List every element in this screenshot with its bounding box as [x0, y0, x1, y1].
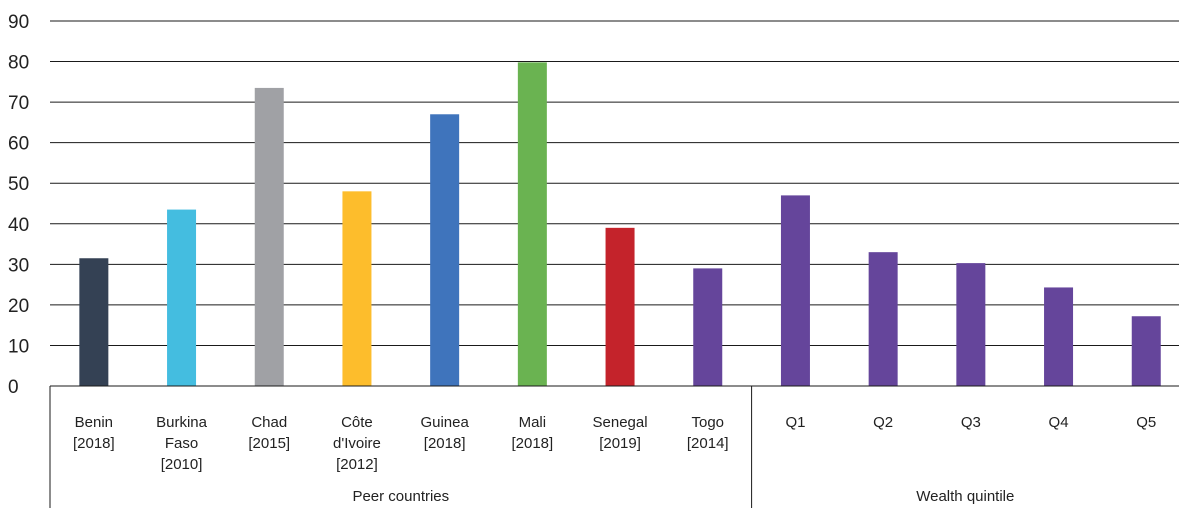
x-tick-label: Q5	[1136, 414, 1156, 431]
x-tick-label: [2014]	[687, 435, 729, 452]
x-tick-label: d'Ivoire	[333, 435, 381, 452]
x-tick-label: [2019]	[599, 435, 641, 452]
x-tick-label: [2012]	[336, 456, 378, 473]
x-tick-label: Q1	[785, 414, 805, 431]
x-tick-label: Q4	[1049, 414, 1069, 431]
x-tick-label: [2018]	[73, 435, 115, 452]
group-labels: Peer countries Wealth quintile	[352, 488, 1014, 505]
bar	[693, 268, 723, 386]
x-tick-label: Q2	[873, 414, 893, 431]
bar	[342, 191, 372, 386]
x-tick-label: [2018]	[511, 435, 553, 452]
bar	[254, 87, 284, 387]
y-tick-label: 30	[8, 255, 29, 276]
x-tick-label: Guinea	[420, 414, 469, 431]
category-axis	[49, 385, 1179, 508]
x-tick-label: Togo	[691, 414, 724, 431]
bar	[79, 258, 109, 386]
y-axis-ticks: 0 10 20 30 40 50 60 70 80 90	[8, 12, 29, 398]
x-axis-ticks: Benin [2018] Burkina Faso [2010] Chad [2015] Cô…	[73, 414, 1156, 473]
bar	[1131, 316, 1161, 386]
y-tick-label: 90	[8, 12, 29, 33]
y-tick-label: 20	[8, 296, 29, 317]
x-tick-label: Chad	[251, 414, 287, 431]
bar	[517, 62, 547, 386]
bar	[868, 252, 898, 386]
bar	[956, 263, 986, 386]
y-tick-label: 10	[8, 336, 29, 357]
bar	[780, 195, 810, 386]
y-tick-label: 60	[8, 134, 29, 155]
x-tick-label: Q3	[961, 414, 981, 431]
y-tick-label: 70	[8, 93, 29, 114]
x-tick-label: [2015]	[248, 435, 290, 452]
x-tick-label: [2010]	[161, 456, 203, 473]
x-tick-label: Mali	[519, 414, 547, 431]
bar	[430, 114, 460, 387]
x-tick-label: Côte	[341, 414, 373, 431]
bars	[79, 62, 1161, 387]
bar	[167, 209, 197, 386]
x-tick-label: Senegal	[593, 414, 648, 431]
bar	[605, 227, 635, 386]
x-tick-label: Faso	[165, 435, 198, 452]
x-tick-label: Benin	[75, 414, 113, 431]
y-tick-label: 80	[8, 53, 29, 74]
y-tick-label: 40	[8, 215, 29, 236]
y-tick-label: 0	[8, 377, 19, 398]
group-label: Wealth quintile	[916, 488, 1014, 505]
x-tick-label: Burkina	[156, 414, 208, 431]
bar	[1044, 287, 1074, 386]
y-tick-label: 50	[8, 174, 29, 195]
gridlines	[50, 20, 1179, 346]
x-tick-label: [2018]	[424, 435, 466, 452]
group-label: Peer countries	[352, 488, 449, 505]
